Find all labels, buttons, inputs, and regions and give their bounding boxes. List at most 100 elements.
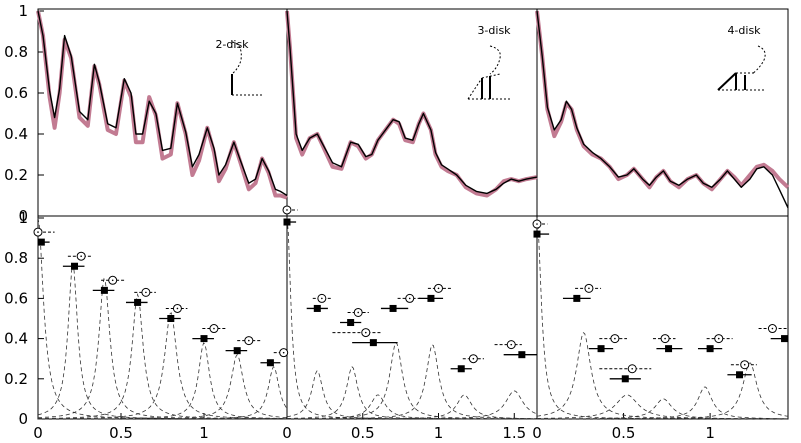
square-marker — [134, 298, 142, 306]
square-marker — [706, 345, 714, 353]
circle-marker-dot — [510, 343, 513, 346]
y-tick-label: 0 — [18, 410, 28, 428]
dashed-peak-curve — [38, 342, 287, 420]
circle-marker-dot — [771, 327, 774, 330]
y-tick-label: 0.4 — [4, 330, 28, 348]
circle-marker-dot — [321, 297, 323, 300]
circle-marker-dot — [664, 337, 666, 340]
circle-marker-dot — [717, 337, 720, 340]
panel-frame — [37, 8, 288, 217]
dashed-peak-curve — [287, 366, 537, 420]
circle-marker-dot — [37, 231, 39, 233]
dashed-peak-curve — [536, 217, 788, 420]
square-marker — [781, 335, 789, 343]
series-line-black — [37, 10, 288, 197]
inset-4-disk-icon — [717, 45, 766, 91]
panel-label-4-disk: 4-disk — [727, 24, 761, 37]
series-line-black — [286, 10, 538, 195]
square-marker — [71, 262, 79, 270]
dashed-peak-curve — [287, 342, 537, 420]
plot-top-1: 0 0.2 0.4 0.6 0.8 1 — [4, 2, 288, 225]
dashed-peak-curve — [38, 312, 287, 420]
top-panel-1: 2-disk — [215, 38, 262, 96]
circle-marker-dot — [145, 291, 147, 294]
square-marker — [167, 315, 175, 322]
plot-top-3 — [535, 10, 790, 209]
x-tick-label: 0.5 — [351, 424, 375, 442]
y-tick-label: 0.6 — [4, 289, 28, 307]
square-marker — [665, 345, 673, 353]
circle-marker-dot — [248, 339, 250, 342]
square-marker — [347, 319, 355, 327]
plot-top-2 — [285, 10, 538, 198]
y-tick-label: 0.2 — [4, 370, 28, 388]
series-line-pink — [285, 10, 538, 198]
circle-marker-dot — [80, 255, 82, 257]
dashed-peak-curve — [536, 332, 788, 420]
top-panel-2: 3-disk — [467, 24, 512, 100]
y-tick-label: 0.2 — [4, 166, 28, 184]
y-tick-label: 0.6 — [4, 84, 28, 102]
x-tick-label: 0 — [532, 424, 542, 442]
dashed-peak-curve — [38, 277, 287, 420]
y-tick-label: 0.4 — [4, 125, 28, 143]
square-marker — [518, 351, 526, 359]
circle-marker-dot — [286, 209, 288, 211]
dashed-peak-curve — [537, 362, 789, 420]
square-marker — [283, 218, 291, 226]
square-marker — [369, 339, 377, 347]
panel-label-3-disk: 3-disk — [477, 24, 511, 37]
square-marker — [533, 230, 541, 238]
x-tick-label: 1.5 — [502, 424, 526, 442]
square-marker — [597, 345, 605, 353]
circle-marker-dot — [588, 287, 590, 290]
square-marker — [457, 365, 465, 373]
x-tick-label: 0.5 — [109, 424, 133, 442]
top-panel-3: 4-disk — [717, 24, 766, 91]
series-line-pink — [36, 10, 288, 200]
inset-2-disk-icon — [231, 41, 262, 96]
square-marker — [621, 375, 629, 383]
y-tick-label: 0 — [18, 207, 28, 225]
panel-frame — [536, 8, 789, 217]
panel-frame — [536, 215, 789, 420]
x-tick-label: 1 — [434, 424, 444, 442]
x-tick-label: 0 — [282, 424, 292, 442]
dashed-peak-curve — [38, 366, 288, 420]
dashed-peak-curve — [537, 398, 788, 420]
panel-frame — [37, 215, 288, 420]
x-tick-label: 0.5 — [612, 424, 636, 442]
panel-label-2-disk: 2-disk — [215, 38, 249, 51]
square-marker — [389, 304, 397, 312]
series-line-pink — [535, 10, 790, 192]
circle-marker-dot — [364, 331, 367, 334]
dashed-peak-curve — [38, 354, 288, 420]
plot-bottom-1: 00.20.40.60.810 0.5 1 — [4, 209, 289, 442]
circle-marker-dot — [631, 367, 634, 370]
circle-marker-dot — [357, 311, 360, 314]
circle-marker-dot — [282, 351, 285, 354]
y-tick-label: 0.8 — [4, 43, 28, 61]
y-tick-label: 1 — [18, 209, 28, 227]
square-marker — [736, 371, 744, 379]
square-marker — [37, 238, 45, 246]
dashed-peak-curve — [38, 292, 287, 420]
dashed-peak-curve — [287, 394, 537, 420]
circle-marker-dot — [408, 297, 411, 300]
x-tick-label: 1 — [705, 424, 715, 442]
circle-marker-dot — [614, 337, 616, 340]
x-tick-label: 1 — [199, 424, 209, 442]
plot-bottom-3: 0 0.5 1 — [532, 217, 789, 442]
dashed-peak-curve — [287, 344, 537, 420]
dashed-peak-curve — [286, 217, 537, 420]
square-marker — [266, 359, 274, 367]
y-tick-label: 1 — [18, 2, 28, 20]
panel-frame — [286, 215, 538, 420]
circle-marker-dot — [111, 279, 114, 282]
plot-bottom-2: 0 0.5 1 1.5 — [282, 205, 538, 442]
circle-marker-dot — [437, 287, 440, 290]
dashed-peak-curve — [287, 394, 537, 420]
dashed-peak-curve — [537, 386, 789, 420]
x-tick-label: 0 — [33, 424, 43, 442]
